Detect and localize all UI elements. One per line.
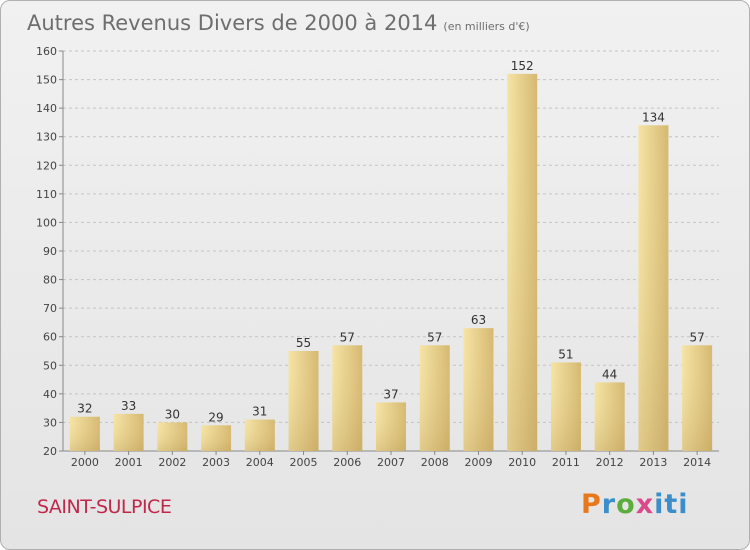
x-tick-label: 2011 — [552, 456, 580, 469]
y-tick-label: 70 — [43, 302, 57, 315]
x-tick-label: 2002 — [158, 456, 186, 469]
x-tick-label: 2008 — [421, 456, 449, 469]
bar-shade — [638, 125, 669, 452]
bar-shade — [376, 402, 406, 451]
bar-shade — [507, 73, 538, 451]
y-tick-label: 80 — [43, 274, 57, 287]
label-layer: 32 33 30 29 31 55 57 37 57 63 152 51 44 134 57 — [77, 59, 705, 424]
data-label: 57 — [340, 330, 355, 344]
x-tick-label: 2013 — [639, 456, 667, 469]
y-tick-label: 160 — [36, 45, 57, 58]
x-tick-label: 2009 — [464, 456, 492, 469]
x-tick-label: 2014 — [683, 456, 711, 469]
y-tick-label: 60 — [43, 331, 57, 344]
y-tick-label: 50 — [43, 359, 57, 372]
y-tick-label: 130 — [36, 131, 57, 144]
bar-shade — [463, 328, 494, 451]
chart-title: Autres Revenus Divers de 2000 à 2014 (en … — [27, 11, 530, 35]
data-label: 152 — [511, 59, 534, 73]
bar-shade — [419, 345, 450, 451]
bar-shade — [201, 425, 232, 451]
data-label: 31 — [252, 405, 267, 419]
x-tick-label: 2006 — [333, 456, 361, 469]
y-tick-label: 20 — [43, 445, 57, 458]
data-label: 51 — [558, 347, 573, 361]
data-label: 57 — [427, 330, 442, 344]
chart-subtitle: (en milliers d'€) — [443, 20, 530, 33]
y-tick-label: 40 — [43, 388, 57, 401]
y-tick-label: 100 — [36, 216, 57, 229]
bar-shade — [594, 382, 625, 451]
data-label: 44 — [602, 367, 617, 381]
bar-shade — [332, 345, 363, 451]
data-label: 55 — [296, 336, 311, 350]
x-tick-label: 2004 — [246, 456, 274, 469]
y-tick-label: 30 — [43, 416, 57, 429]
place-name: SAINT-SULPICE — [37, 496, 172, 518]
bar-shade — [157, 422, 188, 451]
x-tick-label: 2003 — [202, 456, 230, 469]
data-label: 30 — [165, 407, 180, 421]
bar-shade — [288, 351, 319, 451]
x-tick-label: 2001 — [115, 456, 143, 469]
y-tick-label: 150 — [36, 74, 57, 87]
data-label: 29 — [208, 410, 223, 424]
x-tick-label: 2012 — [596, 456, 624, 469]
data-label: 37 — [383, 387, 398, 401]
x-tick-label: 2010 — [508, 456, 536, 469]
chart-title-text: Autres Revenus Divers de 2000 à 2014 — [27, 11, 438, 35]
bar-layer — [69, 73, 713, 452]
bar-shade — [550, 362, 581, 451]
x-tick-label: 2005 — [290, 456, 318, 469]
bar-shade — [682, 345, 713, 451]
y-tick-label: 90 — [43, 245, 57, 258]
data-label: 57 — [689, 330, 704, 344]
proxiti-logo: Proxiti — [581, 489, 689, 520]
y-tick-label: 140 — [36, 102, 57, 115]
x-tick-label: 2000 — [71, 456, 99, 469]
bar-shade — [113, 413, 144, 451]
x-tick-label: 2007 — [377, 456, 405, 469]
y-tick-label: 120 — [36, 159, 57, 172]
data-label: 63 — [471, 313, 486, 327]
bar-shade — [69, 416, 100, 451]
y-tick-label: 110 — [36, 188, 57, 201]
bar-shade — [244, 419, 275, 451]
data-label: 33 — [121, 399, 136, 413]
data-label: 32 — [77, 402, 92, 416]
data-label: 134 — [642, 110, 665, 124]
